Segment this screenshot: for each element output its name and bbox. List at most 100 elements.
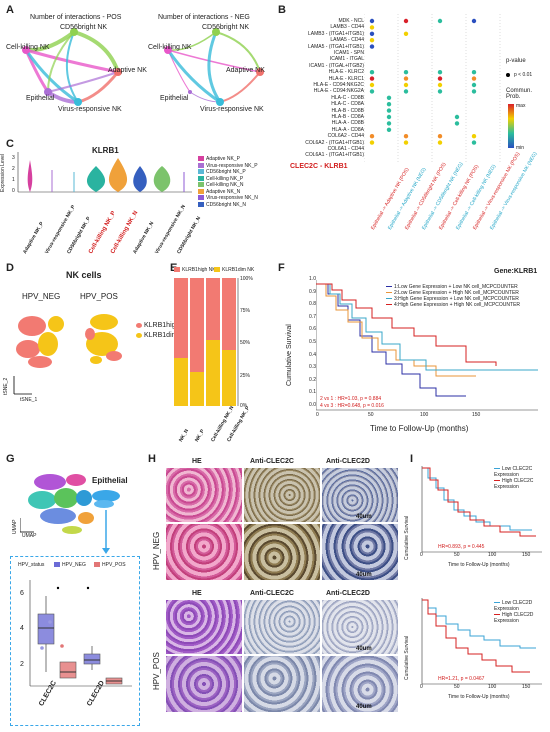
i-top-legend-low: Low CLEC2C Expression [494, 466, 550, 478]
h-clec2c-pos-low [244, 600, 320, 654]
h-scale-neg-high: 40um [356, 572, 372, 578]
f-xtick-1: 50 [368, 412, 374, 418]
e-ytick-25: 25% [240, 373, 251, 379]
b-dot-2-2 [403, 31, 409, 36]
b-colorbar-min: min [516, 145, 525, 151]
e-legend-high: KLRB1high NK [174, 267, 216, 273]
e-xlabels: NK_N NK_P Cell-killing NK_N Cell-killing NK… [170, 405, 251, 450]
b-pair-label-1: LAMB3 - CD44 [330, 24, 364, 31]
f-ytick-3: 0.7 [309, 313, 316, 320]
h-scale-pos-low: 40um [356, 646, 372, 652]
d-ylabel: tSNE_2 [3, 377, 9, 395]
a-neg-node-virus: Virus-responsive NK [200, 106, 264, 113]
c-legend-label-0: Adaptive NK_P [206, 156, 240, 162]
f-ytick-10: 0.0 [309, 402, 316, 408]
d-legend-high-label: KLRB1high [144, 322, 180, 329]
f-ytick-4: 0.6 [309, 326, 316, 333]
f-xtick-2: 100 [420, 412, 429, 418]
c-legend-swatch-6 [198, 195, 204, 201]
b-pair-label-8: HLA-E - KLRC2 [328, 69, 364, 76]
c-violin-plot [17, 152, 192, 193]
b-dot-13-1 [386, 102, 392, 107]
b-dot-8-0 [369, 70, 375, 75]
b-dot-11-4 [437, 89, 443, 94]
f-stat-1: 2 vs 1 : HR=1.03, p = 0.884 [320, 396, 382, 402]
a-title-neg: Number of interactions - NEG [158, 14, 250, 21]
f-ytick-6: 0.4 [309, 351, 316, 358]
f-xlabel: Time to Follow-Up (months) [370, 424, 469, 433]
b-pair-label-0: MDK - NCL [338, 18, 364, 24]
c-legend-label-2: CD56bright NK_P [206, 169, 246, 175]
b-column-labels: Epithelial -> Adaptive NK (POS) Epithelia… [364, 151, 539, 232]
c-legend-swatch-5 [198, 188, 204, 194]
b-legend-p: p < 0.01 [514, 72, 533, 78]
g-umap-plot [20, 474, 94, 534]
i-top-km-plot [421, 466, 542, 553]
c-title: KLRB1 [92, 146, 119, 155]
i-top-stat: HR=0.893, p = 0.445 [438, 544, 485, 550]
i-top-xticks-3: 150 [522, 552, 531, 558]
i-bottom-xticks-1: 50 [454, 684, 460, 690]
a-network-neg [164, 28, 264, 106]
c-legend: Adaptive NK_P Virus-responsive NK_P CD56br… [198, 156, 278, 208]
g-status-pos: HPV_POS [94, 562, 126, 568]
e-bar-2-dim [190, 372, 204, 406]
c-legend-label-3: Cell-killing NK_P [206, 175, 244, 182]
h-header-clec2d-bottom: Anti-CLEC2D [326, 590, 370, 597]
b-pair-label-2: LAMB3 - (ITGA1+ITGB1) [308, 30, 364, 37]
b-dot-18-6 [471, 134, 477, 139]
i-top-legend-high: High CLEC2C Expression [494, 478, 550, 490]
i-bottom-legend-high-swatch [494, 614, 500, 616]
h-he-pos-low [166, 600, 242, 654]
e-legend-dim: KLRB1dim NK [214, 267, 254, 273]
b-dot-4-0 [369, 44, 375, 49]
b-dot-12-1 [386, 95, 392, 101]
f-ytick-7: 0.3 [309, 364, 316, 371]
i-top-ylabel: Cumulative Survival [404, 515, 410, 560]
i-bottom-xlabel: Time to Follow-Up (months) [448, 694, 510, 700]
g-boxplot [29, 580, 132, 687]
panel-label-b: B [278, 4, 286, 16]
g-status-neg-swatch [54, 562, 60, 568]
b-dot-11-6 [471, 89, 477, 94]
b-pair-label-3: LAMA5 - CD44 [330, 37, 364, 44]
c-legend-item-7: CD56bright NK_N [198, 202, 278, 208]
b-dot-9-2 [403, 76, 409, 81]
c-legend-item-0: Adaptive NK_P [198, 156, 278, 162]
e-bar-4-dim [222, 350, 236, 406]
c-ytick-0: 0 [12, 188, 15, 194]
a-neg-node-cellkill: Cell-killing NK [148, 44, 192, 51]
g-status-pos-swatch [94, 562, 100, 568]
g-status-label: HPV_status [18, 562, 45, 568]
i-top-xticks-0: 0 [420, 552, 423, 558]
b-pair-label-14: HLA-B - CD8B [331, 107, 364, 114]
a-pos-node-virus: Virus-responsive NK [58, 106, 122, 113]
b-dot-9-4 [437, 76, 443, 81]
h-clec2c-pos-high [244, 656, 320, 712]
f-legend-swatch-0 [386, 285, 392, 288]
b-pair-label-11: HLA-E - CD94:NKG2A [313, 88, 364, 95]
e-stacked-bar-chart [174, 278, 239, 406]
a-title-pos: Number of interactions - POS [30, 14, 122, 21]
panel-label-g: G [6, 453, 15, 465]
f-xtick-3: 150 [472, 412, 481, 418]
i-bottom-stat: HR=1.21, p = 0.0467 [438, 676, 485, 682]
c-ytick-2: 2 [12, 166, 15, 172]
f-legend-item-3: 4:High Gene Expression + High NK cell_MC… [386, 302, 546, 308]
g-epithelial-inset [92, 490, 120, 554]
b-dot-2-0 [369, 31, 375, 36]
b-pair-label-12: HLA-C - CD8B [331, 94, 364, 101]
c-ytick-3: 3 [12, 155, 15, 161]
a-pos-node-cd56: CD56bright NK [60, 24, 108, 31]
b-pair-label-15: HLA-B - CD8A [331, 114, 364, 120]
i-top-legend-high-label: High CLEC2C Expression [494, 478, 534, 490]
e-bar-4-high [222, 278, 236, 350]
i-bottom-km-plot [421, 598, 542, 685]
f-ytick-2: 0.8 [309, 301, 316, 308]
i-top-xticks-2: 100 [488, 552, 497, 558]
g-status-neg-label: HPV_NEG [62, 562, 86, 568]
i-bottom-ylabel: Cumulative Survival [404, 635, 410, 680]
e-bar-1-high [174, 278, 188, 358]
c-legend-item-1: Virus-responsive NK_P [198, 163, 278, 169]
c-legend-item-5: Adaptive NK_N [198, 189, 278, 195]
